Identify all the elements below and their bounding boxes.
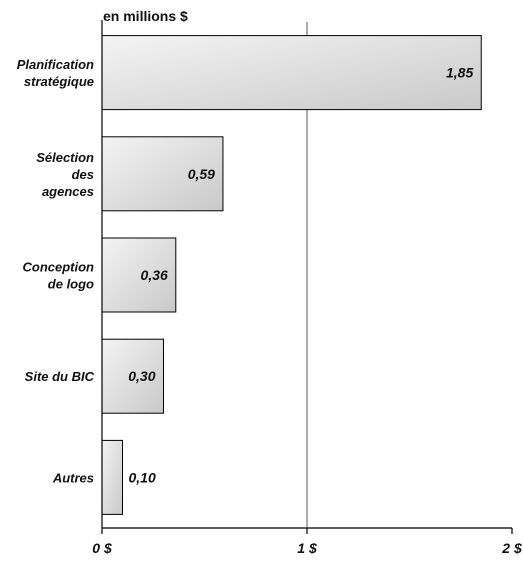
category-label-0: Planification stratégique [17,57,94,89]
bar-1 [101,136,224,212]
data-label-1: 0,59 [188,166,215,182]
data-label-2: 0,36 [141,267,168,283]
bar-3 [101,338,164,414]
category-label-3: Site du BIC [25,369,95,384]
bar-2 [101,237,177,313]
bar-4 [101,439,123,515]
x-tick-label-2: 2 $ [501,540,522,556]
category-label-2: Conception de logo [23,260,95,292]
data-label-4: 0,10 [129,469,156,485]
category-label-4: Autres [52,470,94,485]
x-tick-label-1: 1 $ [297,540,317,556]
data-label-0: 1,85 [446,65,473,81]
data-label-3: 0,30 [128,368,155,384]
x-tick-label-0: 0 $ [92,540,112,556]
bar-0 [101,35,482,111]
unit-label: en millions $ [103,8,188,24]
category-label-1: Sélection des agences [36,150,94,199]
